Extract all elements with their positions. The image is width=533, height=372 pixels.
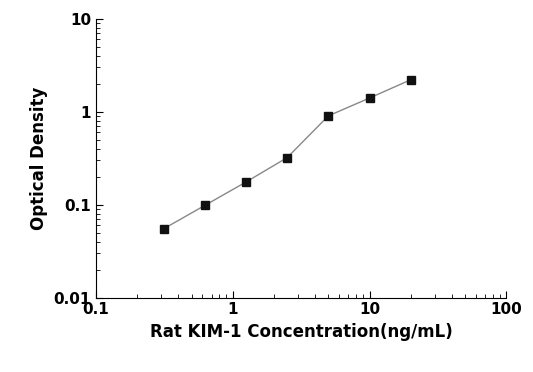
X-axis label: Rat KIM-1 Concentration(ng/mL): Rat KIM-1 Concentration(ng/mL)	[150, 323, 453, 341]
Y-axis label: Optical Density: Optical Density	[30, 86, 48, 230]
